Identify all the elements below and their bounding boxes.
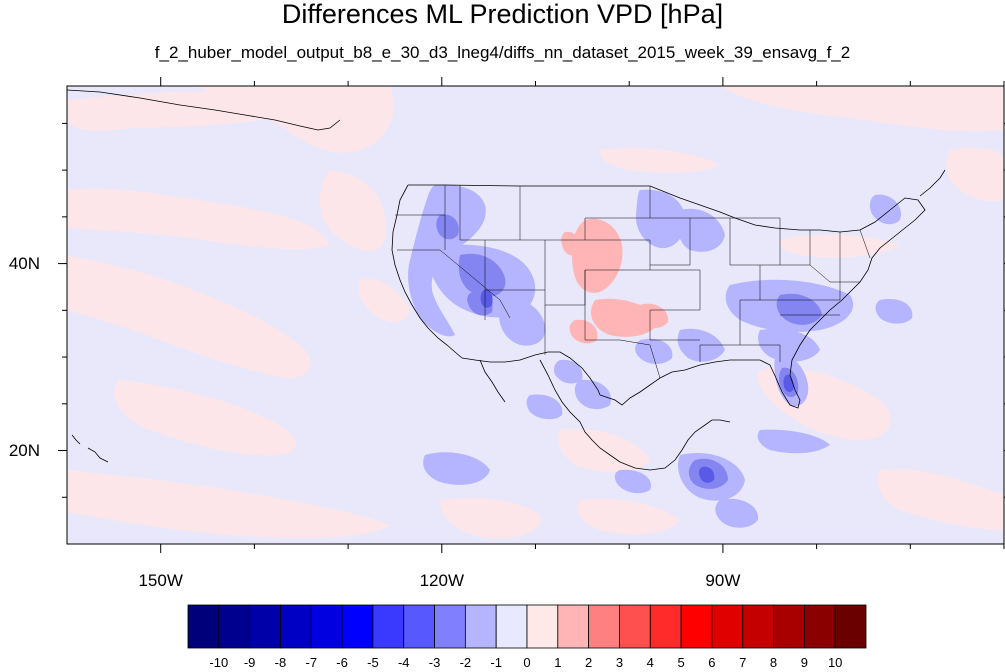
colorbar-level-label: -6 <box>336 655 348 670</box>
colorbar-level-label: 2 <box>585 655 593 670</box>
colorbar-box <box>372 604 405 649</box>
chart-subtitle: f_2_huber_model_output_b8_e_30_d3_lneg4/… <box>154 43 851 62</box>
colorbar-box <box>773 604 805 649</box>
colorbar-box <box>649 604 682 649</box>
colorbar-level-label: 3 <box>615 655 624 670</box>
colorbar-box <box>834 604 867 649</box>
lon-label: 120W <box>419 571 464 590</box>
colorbar <box>187 604 867 649</box>
colorbar-box <box>464 604 497 649</box>
colorbar-box <box>619 604 651 649</box>
negative-anomaly-medium <box>436 214 822 489</box>
colorbar-box <box>434 604 466 649</box>
positive-anomaly-plains <box>561 218 669 344</box>
colorbar-level-label: -3 <box>428 655 441 670</box>
colorbar-level-label: 0 <box>523 655 531 670</box>
map-field <box>67 86 1004 544</box>
colorbar-box <box>495 604 528 649</box>
colorbar-box <box>742 604 774 649</box>
colorbar-box <box>403 604 435 649</box>
positive-anomaly-patches <box>67 86 1004 539</box>
state-borders <box>395 185 871 379</box>
colorbar-level-label: -2 <box>459 655 472 670</box>
lon-label: 150W <box>138 571 183 590</box>
colorbar-box <box>280 604 312 649</box>
colorbar-box <box>341 604 374 649</box>
colorbar-box <box>680 604 713 649</box>
colorbar-box <box>310 604 343 649</box>
axis-ticks <box>58 77 1005 553</box>
colorbar-box <box>526 604 559 649</box>
colorbar-level-label: -10 <box>209 655 229 670</box>
colorbar-level-label: 4 <box>646 655 654 670</box>
colorbar-box <box>218 604 251 649</box>
colorbar-level-label: 7 <box>739 655 747 670</box>
chart-title: Differences ML Prediction VPD [hPa] <box>281 0 724 29</box>
colorbar-level-label: -9 <box>243 655 256 670</box>
colorbar-level-label: 10 <box>827 655 843 670</box>
colorbar-level-label: 5 <box>677 655 685 670</box>
colorbar-box <box>588 604 620 649</box>
lon-label: 90W <box>705 571 741 590</box>
colorbar-level-label: 8 <box>769 655 778 670</box>
colorbar-box <box>803 604 836 649</box>
colorbar-level-label: -7 <box>305 655 318 670</box>
colorbar-box <box>249 604 281 649</box>
colorbar-level-label: -5 <box>367 655 379 670</box>
colorbar-box <box>557 604 590 649</box>
colorbar-level-label: 6 <box>708 655 716 670</box>
colorbar-level-label: -8 <box>274 655 287 670</box>
colorbar-level-label: 1 <box>554 655 562 670</box>
coastlines <box>67 89 946 471</box>
colorbar-level-label: -1 <box>490 655 502 670</box>
colorbar-box <box>187 604 220 649</box>
lat-label: 40N <box>8 253 40 273</box>
lat-label: 20N <box>8 440 40 460</box>
colorbar-level-label: -4 <box>397 655 410 670</box>
colorbar-level-label: 9 <box>800 655 808 670</box>
colorbar-box <box>711 604 744 649</box>
